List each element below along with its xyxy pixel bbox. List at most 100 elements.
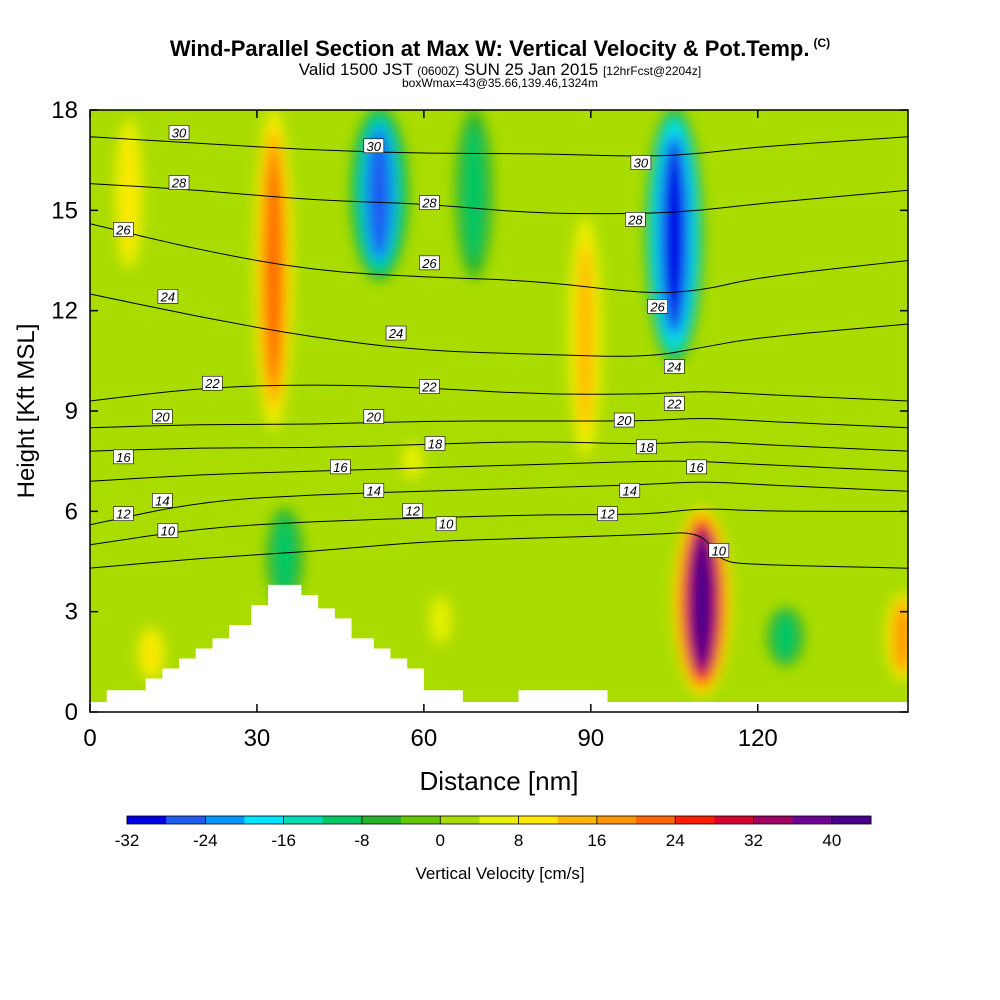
y-tick-label: 18 [51,97,78,124]
contour-label-box [363,409,385,424]
contour-label: 28 [421,196,437,211]
contour-label: 22 [666,396,682,411]
y-tick-label: 15 [51,197,78,224]
contour-label: 16 [689,460,704,475]
contour-label-box [636,439,657,455]
colorbar-swatch [831,816,872,824]
contour-label-box [168,175,190,190]
theta-contour-28 [90,183,908,215]
updraft-1-layer-4 [578,243,593,428]
contour-label: 20 [366,410,382,425]
colorbar-swatch [518,816,559,824]
contour-label-box [157,523,179,538]
updraft-5-layer-4 [405,445,420,478]
contour-label-box [663,396,685,411]
contour-label-box [419,255,440,271]
downdraft-2-layer-4 [466,130,482,257]
contour-label: 12 [600,507,615,522]
theta-contour-18 [90,441,908,452]
colorbar-swatch [361,816,402,824]
theta-contour-20 [90,418,908,429]
copyright-mark: (C) [813,36,831,50]
contour-label: 26 [421,256,437,271]
theta-contour-16 [90,460,908,482]
contour-label-box [385,325,407,341]
contour-label: 16 [333,460,348,475]
colorbar-swatch [479,816,520,824]
contour-label-box [424,436,446,451]
y-tick-label: 6 [65,498,78,525]
contour-label: 20 [616,413,632,428]
colorbar-tick-label: 32 [744,831,763,850]
colorbar-swatch [205,816,245,824]
contour-label-box [363,138,385,154]
colorbar-tick-label: 16 [587,831,606,850]
x-axis-label: Distance [nm] [420,766,579,796]
colorbar-swatch [753,816,794,824]
y-tick-label: 12 [51,298,78,325]
downdraft-1-layer-4 [368,130,390,257]
contour-label-box [663,359,685,374]
contour-label-box [152,409,173,424]
contour-label-box [630,155,652,170]
contour-label: 14 [155,493,169,508]
field-blobs [108,110,908,697]
box-info: boxWmax=43@35.66,139.46,1324m [402,76,598,90]
contour-label: 28 [627,212,643,227]
contour-label-box [113,222,134,237]
colorbar-swatch [675,816,715,824]
theta-contour-30 [90,136,908,157]
contour-label: 10 [161,523,176,538]
contour-label: 18 [428,436,443,451]
colorbar-swatch [322,816,363,824]
contour-label-box [619,482,641,498]
contour-label: 30 [172,125,187,140]
chart-subtitle: Valid 1500 JST (0600Z) SUN 25 Jan 2015 [… [298,60,702,79]
contour-label-box [708,543,730,558]
colorbar-tick-label: -8 [354,831,369,850]
colorbar-tick-label: 0 [436,831,445,850]
contour-labels: 30 28 26 24 22 20 16 14 12 10 30 28 26 24 22 20 18 16 14 12… [113,125,730,558]
terrain-fill [90,584,908,712]
downdraft-0-layer-4 [663,143,685,328]
contour-label: 30 [367,139,382,154]
colorbar-swatch [714,816,755,824]
theta-contour-12 [90,508,908,546]
contour-label-box [686,459,707,475]
updraft-7-layer-4 [895,603,908,671]
contour-label: 24 [666,360,681,375]
contour-label: 28 [171,176,187,191]
contour-label: 24 [388,326,403,341]
updraft-6-layer-4 [433,598,448,642]
contour-label-box [647,299,668,314]
contour-label-box [625,212,646,227]
contour-label: 26 [115,222,131,237]
terrain [90,584,908,712]
contour-label-box [113,506,134,521]
contour-label-box [363,482,385,498]
colorbar-swatch [166,816,206,824]
downdraft-3-layer-4 [277,520,292,593]
contour-label-box [168,125,190,140]
contour-label: 20 [154,410,170,425]
colorbar-tick-label: -32 [115,831,140,850]
theta-contour-24 [90,293,908,357]
vertical-velocity-field [90,110,908,712]
colorbar-swatch [127,816,167,824]
contour-label-box [157,288,179,304]
colorbar-tick-label: 40 [822,831,841,850]
theta-contour-10 [90,532,908,569]
chart-title: Wind-Parallel Section at Max W: Vertical… [169,36,831,61]
colorbar-tick-label: -24 [193,831,218,850]
contour-label-box [113,449,134,465]
updraft-3-layer-4 [121,130,137,257]
colorbar-swatch [440,816,480,824]
colorbar-swatch [596,816,637,824]
y-tick-label: 0 [65,699,78,726]
contour-label-box [613,412,635,428]
updraft-0-layer-4 [266,153,281,385]
contour-label: 16 [116,450,131,465]
pot-temp-contours [90,136,908,569]
contour-label: 24 [160,289,175,304]
